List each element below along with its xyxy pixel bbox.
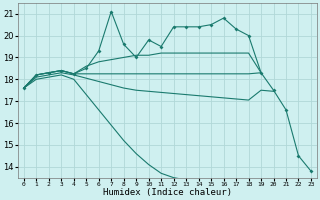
X-axis label: Humidex (Indice chaleur): Humidex (Indice chaleur) [103, 188, 232, 197]
